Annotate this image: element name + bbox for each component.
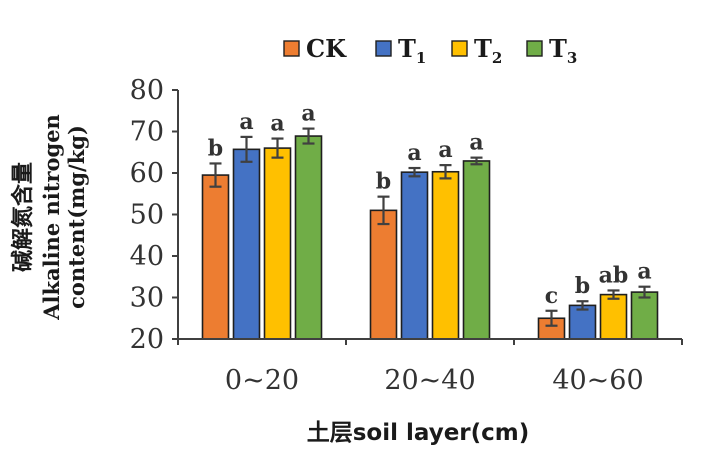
legend-swatch <box>283 40 300 57</box>
significance-label: a <box>239 109 253 135</box>
y-axis-title-chinese: 碱解氮含量 <box>10 162 36 272</box>
y-axis-title-line2: content(mg/kg) <box>64 125 89 309</box>
y-axis-title-line1: Alkaline nitrogen <box>39 114 64 321</box>
legend: CK T1 T2 T3 <box>283 34 577 67</box>
legend-item-t2: T2 <box>451 34 502 67</box>
significance-label: a <box>301 101 315 127</box>
legend-swatch <box>375 40 392 57</box>
error-bar <box>302 127 315 145</box>
error-bar <box>439 164 452 180</box>
significance-label: a <box>270 111 284 137</box>
significance-label: a <box>637 259 651 285</box>
significance-label: c <box>545 283 558 309</box>
y-axis-ticks: 20 30 40 50 60 70 80 <box>130 75 178 355</box>
legend-item-t3: T3 <box>526 34 577 67</box>
bar-t2-3 <box>599 293 628 340</box>
error-bar <box>408 166 421 178</box>
bar-t3-2 <box>462 160 491 340</box>
y-tick-label: 60 <box>130 158 164 189</box>
legend-swatch <box>451 40 468 57</box>
bar-ck-1 <box>201 174 230 340</box>
y-axis-title: 碱解氮含量 Alkaline nitrogen content(mg/kg) <box>10 114 89 321</box>
error-bar <box>470 156 483 166</box>
x-tick-label: 40~60 <box>552 365 643 396</box>
error-bar <box>240 135 253 163</box>
legend-item-t1: T1 <box>375 34 426 67</box>
y-tick-label: 80 <box>130 75 164 106</box>
legend-item-ck: CK <box>283 34 347 63</box>
legend-label: T3 <box>549 34 577 67</box>
error-bar <box>377 195 390 226</box>
x-tick-label: 20~40 <box>384 365 475 396</box>
legend-label: CK <box>306 34 347 63</box>
y-tick-label: 30 <box>130 283 164 314</box>
significance-label: a <box>407 140 421 166</box>
bar-t2-1 <box>263 147 292 340</box>
legend-label: T2 <box>474 34 502 67</box>
significance-label: a <box>438 137 452 163</box>
error-bar <box>545 309 558 327</box>
significance-label: b <box>376 169 391 195</box>
bars: ba a aba a ac b ab a <box>201 101 659 340</box>
significance-label: b <box>575 273 590 299</box>
bar-t3-1 <box>294 135 323 340</box>
bar-t1-2 <box>400 171 429 340</box>
bar-ck-2 <box>369 209 398 340</box>
significance-label: a <box>469 130 483 156</box>
y-tick-label: 40 <box>130 241 164 272</box>
error-bar <box>576 300 589 311</box>
significance-label: b <box>208 135 223 161</box>
x-axis-title: 土层soil layer(cm) <box>307 420 530 446</box>
significance-label: ab <box>599 262 629 288</box>
x-tick-label: 0~20 <box>225 365 299 396</box>
error-bar <box>638 285 651 299</box>
error-bar <box>209 162 222 188</box>
legend-swatch <box>526 40 543 57</box>
bar-t2-2 <box>431 170 460 340</box>
y-tick-label: 50 <box>130 200 164 231</box>
y-tick-label: 70 <box>130 117 164 148</box>
bar-t3-3 <box>630 291 659 340</box>
y-tick-label: 20 <box>130 324 164 355</box>
error-bar <box>607 289 620 300</box>
bar-t1-1 <box>232 148 261 340</box>
error-bar <box>271 137 284 159</box>
legend-label: T1 <box>398 34 426 67</box>
x-axis-ticks: 0~20 20~40 40~60 <box>177 339 683 396</box>
